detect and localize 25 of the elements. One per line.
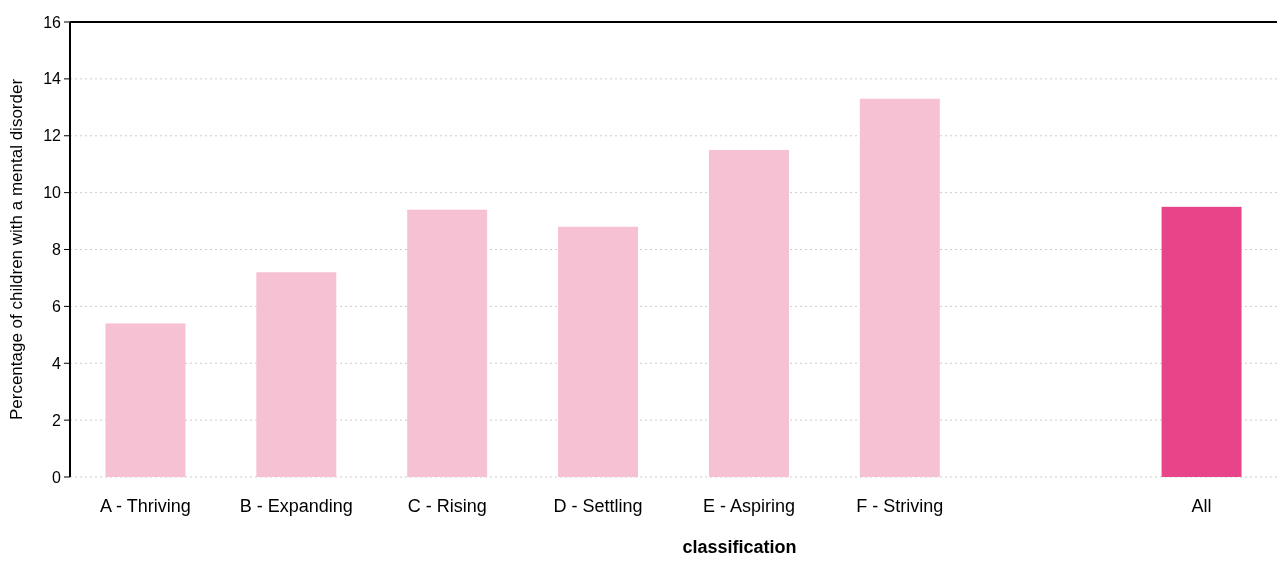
y-tick-label: 14 [43, 70, 62, 88]
y-tick-label: 12 [43, 127, 62, 145]
y-tick-label: 0 [52, 468, 62, 486]
y-tick-label: 16 [43, 13, 62, 31]
x-tick-label: B - Expanding [239, 496, 353, 516]
bar [1161, 206, 1242, 477]
bar [558, 226, 639, 477]
x-tick-label: E - Aspiring [702, 496, 795, 516]
x-tick-label: C - Rising [407, 496, 487, 516]
bar [407, 209, 488, 477]
bar [859, 98, 940, 477]
y-tick-label: 6 [52, 297, 62, 315]
y-tick-label: 8 [52, 241, 62, 259]
y-tick-label: 10 [43, 184, 62, 202]
bar [708, 149, 789, 477]
bar [256, 272, 337, 477]
x-axis-title: classification [682, 537, 797, 557]
x-tick-label: F - Striving [856, 496, 944, 516]
y-tick-label: 2 [52, 411, 62, 429]
y-tick-label: 4 [52, 354, 62, 372]
x-tick-label: D - Settling [553, 496, 643, 516]
x-tick-label: A - Thriving [100, 496, 191, 516]
x-tick-label: All [1191, 496, 1212, 516]
y-axis-title: Percentage of children with a mental disorder [7, 78, 26, 421]
bar [105, 323, 186, 477]
